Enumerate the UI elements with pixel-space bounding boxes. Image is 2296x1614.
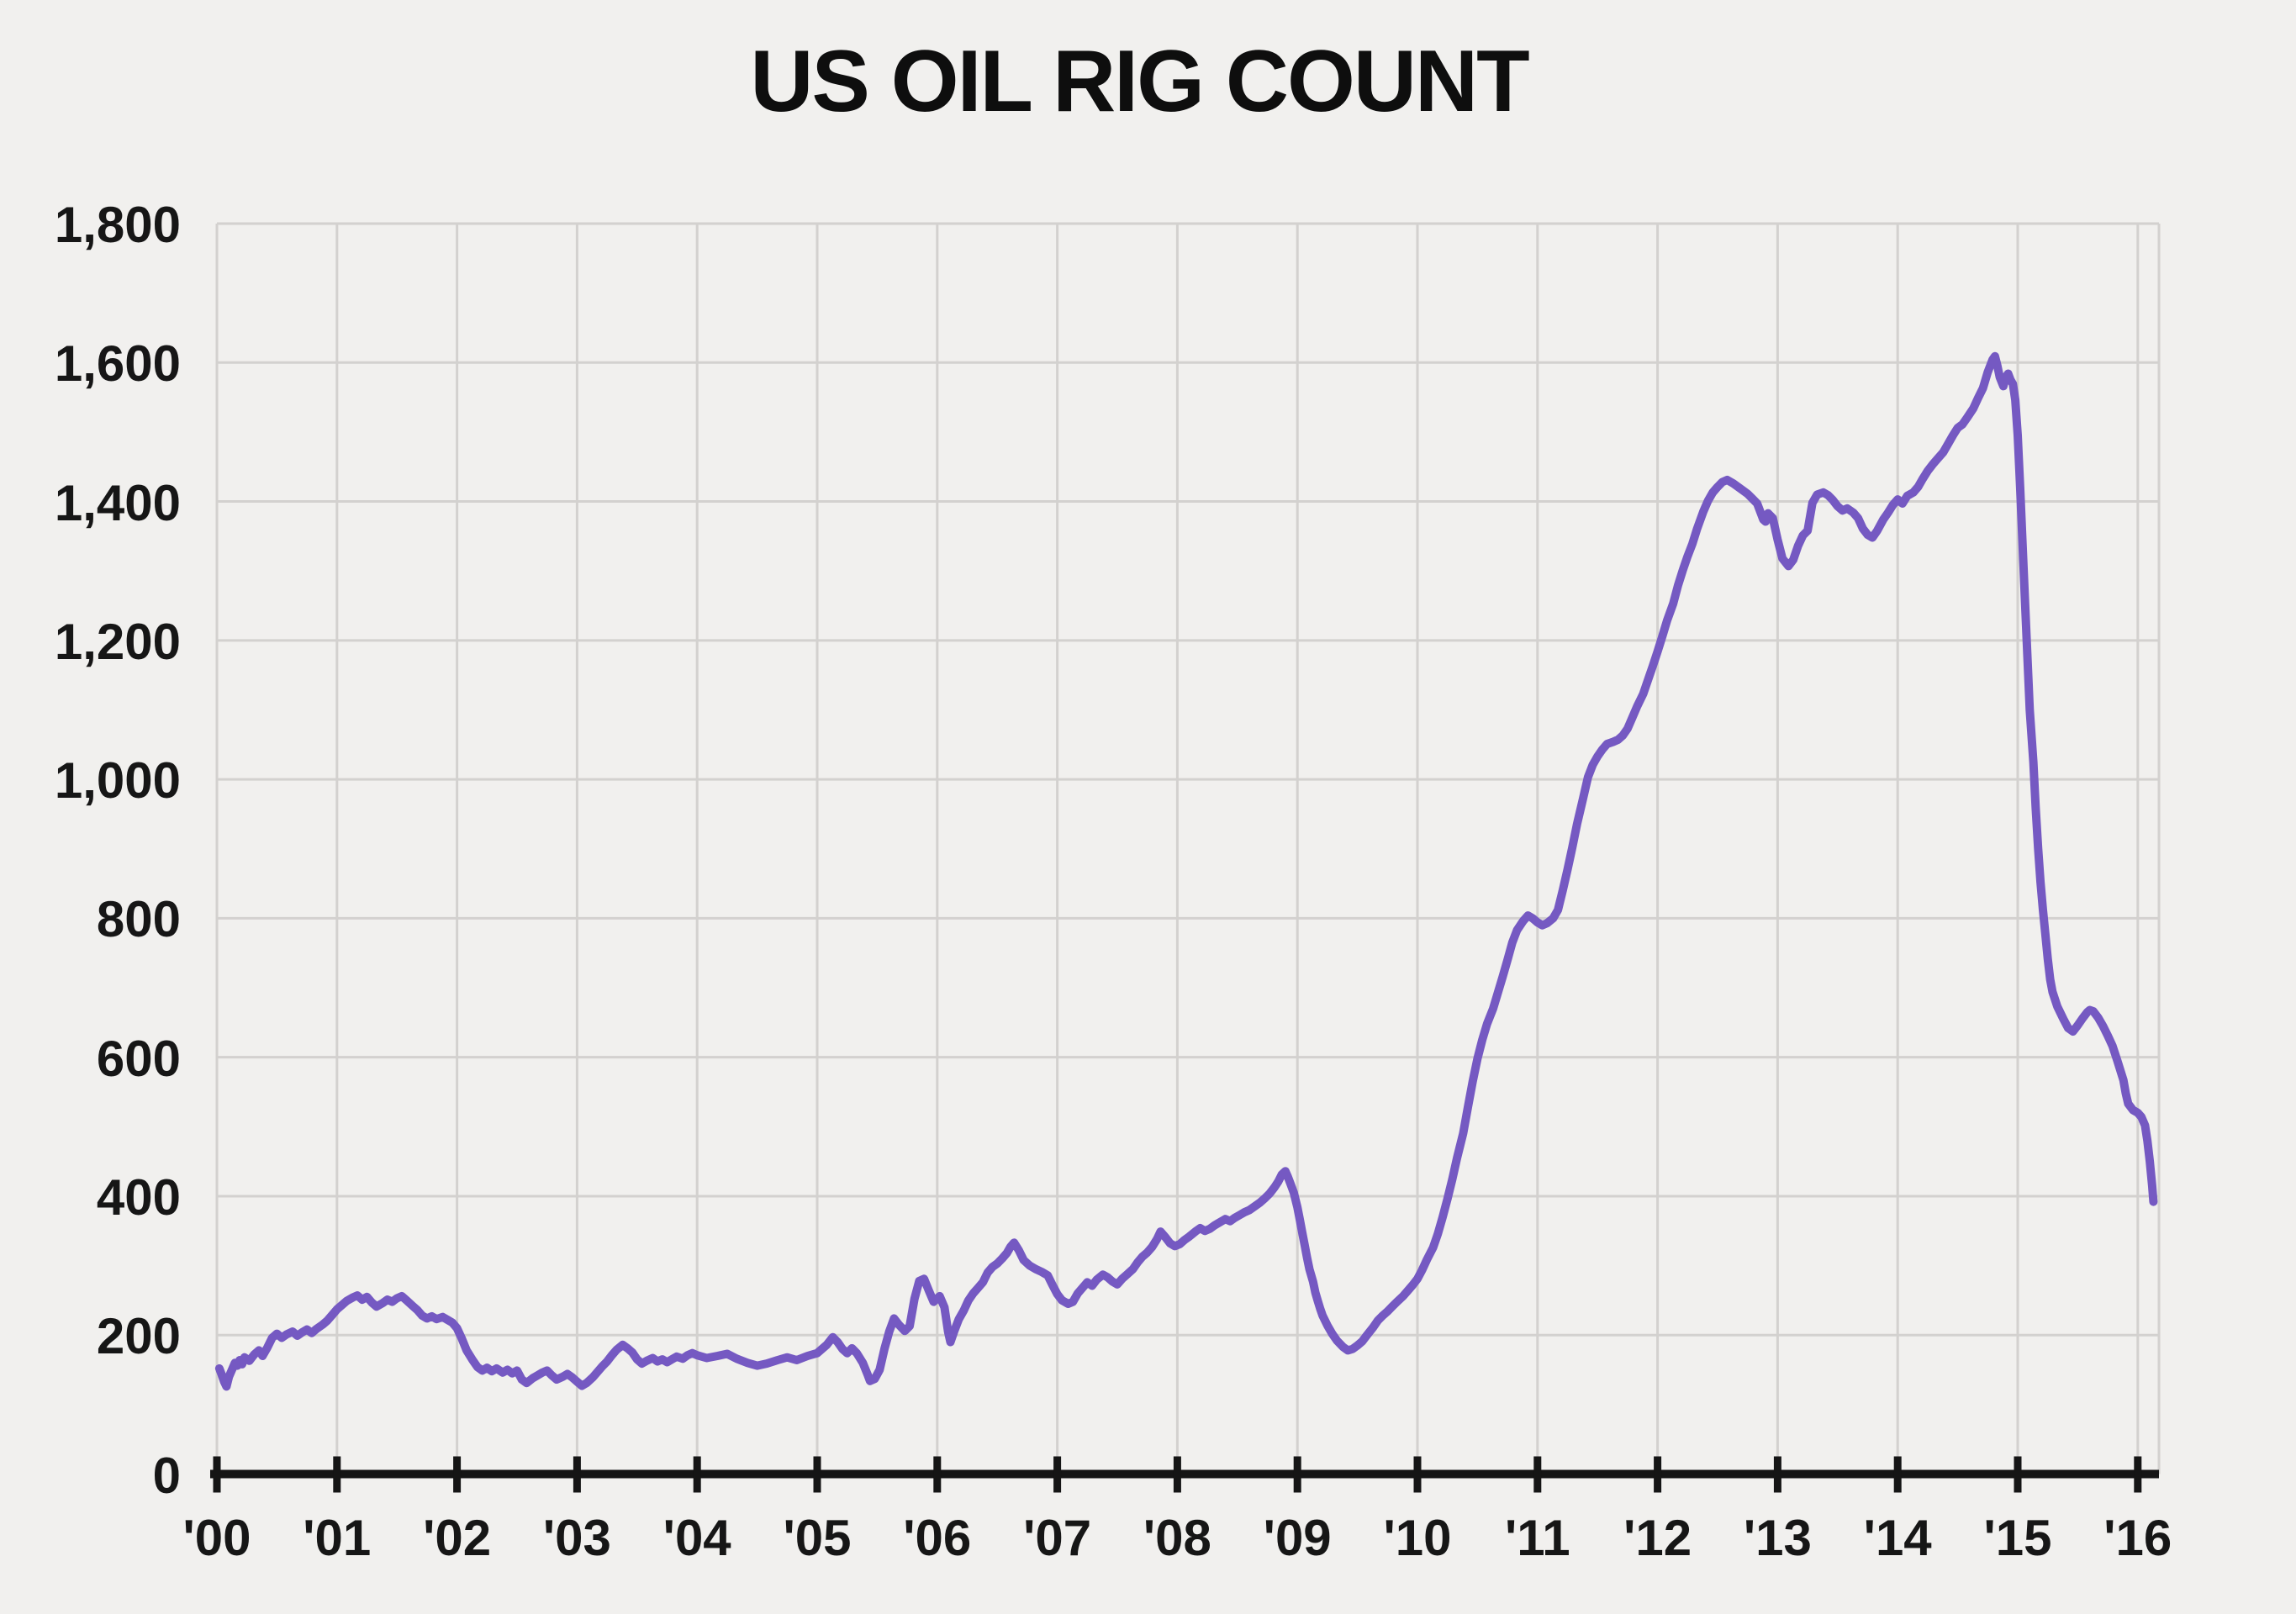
x-axis-label-15: '15 xyxy=(1983,1510,2052,1566)
x-axis-label-16: '16 xyxy=(2103,1510,2172,1566)
x-axis-label-03: '03 xyxy=(542,1510,611,1566)
y-axis-label-800: 800 xyxy=(96,891,181,948)
x-axis-label-06: '06 xyxy=(903,1510,972,1566)
y-axis-label-1000: 1,000 xyxy=(54,752,181,810)
x-axis-label-13: '13 xyxy=(1743,1510,1812,1566)
x-axis-label-14: '14 xyxy=(1863,1510,1932,1566)
y-axis-label-400: 400 xyxy=(96,1168,181,1226)
x-axis-label-11: '11 xyxy=(1504,1510,1570,1566)
x-axis-label-02: '02 xyxy=(423,1510,492,1566)
x-axis-label-12: '12 xyxy=(1623,1510,1692,1566)
rig-count-line xyxy=(214,351,2158,1391)
y-axis-label-1600: 1,600 xyxy=(54,335,181,393)
x-axis-label-01: '01 xyxy=(303,1510,372,1566)
chart-title: US OIL RIG COUNT xyxy=(750,33,1529,130)
x-axis-label-10: '10 xyxy=(1383,1510,1452,1566)
y-axis-label-1800: 1,800 xyxy=(54,196,181,253)
x-axis-label-05: '05 xyxy=(783,1510,852,1566)
x-axis-label-08: '08 xyxy=(1143,1510,1211,1566)
y-axis-label-0: 0 xyxy=(152,1447,181,1504)
x-axis-label-09: '09 xyxy=(1263,1510,1332,1566)
x-axis-label-04: '04 xyxy=(662,1510,731,1566)
y-axis-label-600: 600 xyxy=(96,1030,181,1087)
y-axis-label-1200: 1,200 xyxy=(54,613,181,670)
x-axis-label-00: '00 xyxy=(182,1510,251,1566)
y-axis-label-200: 200 xyxy=(96,1308,181,1365)
x-axis-label-07: '07 xyxy=(1023,1510,1092,1566)
y-axis-label-1400: 1,400 xyxy=(54,474,181,531)
